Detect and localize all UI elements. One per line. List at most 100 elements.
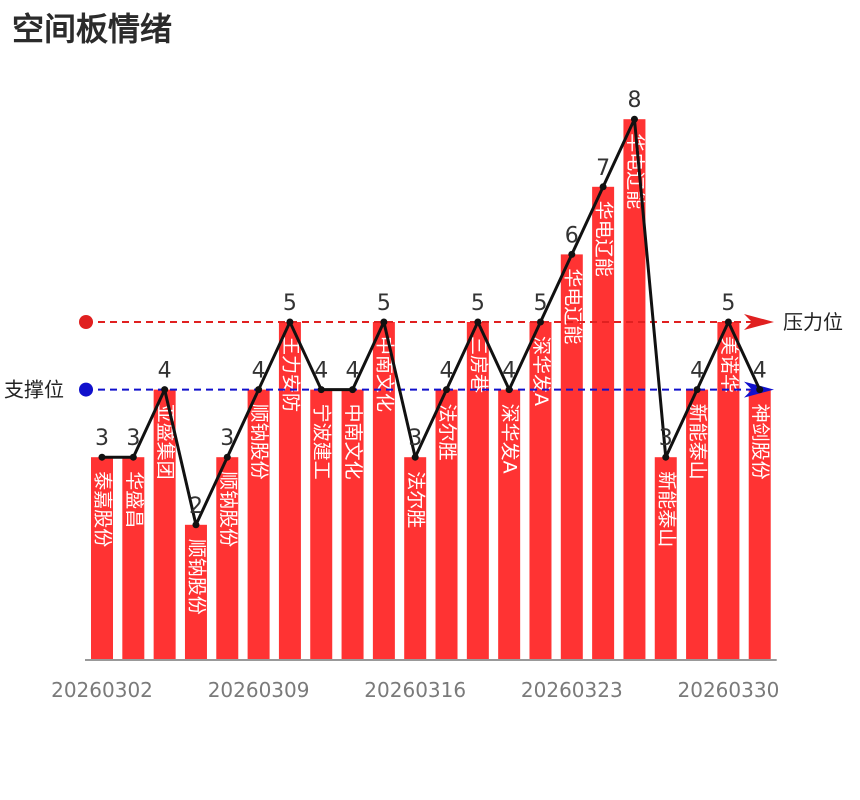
bar: [153, 389, 176, 660]
bar-name-label: 新能泰山: [687, 404, 709, 480]
value-point: [255, 386, 263, 394]
value-label: 3: [408, 426, 422, 451]
value-label: 3: [659, 426, 673, 451]
x-tick-label: 20260330: [678, 678, 780, 702]
bar-name-label: 华电辽能: [593, 201, 615, 277]
bar: [404, 457, 427, 660]
bar: [623, 119, 646, 660]
bar: [466, 322, 489, 660]
value-label: 3: [95, 426, 109, 451]
value-point: [443, 386, 451, 394]
value-label: 4: [690, 359, 704, 384]
value-point: [129, 453, 137, 461]
value-label: 3: [126, 426, 140, 451]
bar-name-label: 顺钠股份: [217, 471, 239, 547]
bar-name-label: 神剑股份: [749, 404, 771, 480]
value-point: [693, 386, 701, 394]
x-tick-label: 20260316: [364, 678, 466, 702]
bar: [435, 389, 458, 660]
bar: [122, 457, 145, 660]
value-label: 6: [565, 223, 579, 248]
x-tick-label: 20260309: [208, 678, 310, 702]
value-label: 2: [189, 494, 203, 519]
value-point: [756, 386, 764, 394]
value-label: 4: [252, 359, 266, 384]
value-point: [286, 318, 294, 326]
value-point: [724, 318, 732, 326]
value-point: [568, 250, 576, 258]
value-label: 5: [533, 291, 547, 316]
bar-name-label: 顺钠股份: [248, 404, 270, 480]
bar: [560, 254, 583, 660]
value-point: [505, 386, 513, 394]
bar: [529, 322, 552, 660]
bar-name-label: 亚盛集团: [154, 404, 176, 480]
bar-name-label: 深华发A: [499, 404, 521, 474]
reference-line-dot: [79, 382, 93, 397]
value-label: 5: [471, 291, 485, 316]
x-tick-labels-layer: 20260302 20260309 20260316 20260323 20260330: [51, 678, 779, 702]
value-point: [161, 386, 169, 394]
bar: [91, 457, 113, 660]
value-label: 4: [502, 359, 516, 384]
value-label: 3: [220, 426, 234, 451]
value-label: 5: [283, 291, 297, 316]
value-point: [474, 318, 482, 326]
bar: [278, 322, 301, 660]
value-point: [536, 318, 544, 326]
bar-name-label: 泰嘉股份: [92, 471, 114, 547]
value-point: [599, 183, 607, 191]
bar: [247, 389, 270, 660]
bar: [341, 389, 364, 660]
bar: [717, 322, 740, 660]
value-line: [102, 117, 762, 527]
value-label: 4: [314, 359, 328, 384]
x-tick-label: 20260302: [51, 678, 153, 702]
bar-name-label: 法尔胜: [405, 471, 427, 528]
value-label: 7: [596, 156, 610, 181]
value-point: [98, 453, 106, 461]
bar-name-label: 美诺华: [718, 336, 740, 393]
bar-name-label: 新能泰山: [655, 471, 677, 547]
bar-name-label: 深华发A: [530, 336, 552, 406]
bar-name-label: 顺钠股份: [185, 539, 207, 615]
reference-line-arrow: [744, 314, 774, 330]
bar-name-label: 中南文化: [342, 404, 364, 480]
bar: [592, 186, 615, 661]
value-label: 8: [627, 88, 641, 113]
value-point: [192, 521, 200, 529]
support-level-label: 支撑位: [4, 378, 64, 402]
bar: [310, 389, 333, 660]
x-tick-label: 20260323: [521, 678, 623, 702]
value-point: [380, 318, 388, 326]
bar-name-label: 华电辽能: [561, 268, 583, 344]
pressure-level-label: 压力位: [783, 310, 843, 334]
value-label: 4: [440, 359, 454, 384]
bar: [216, 457, 239, 660]
value-label: 4: [346, 359, 360, 384]
reference-line-dot: [79, 315, 93, 329]
value-point: [317, 386, 325, 394]
value-label: 5: [721, 291, 735, 316]
bar-name-label: 华盛昌: [123, 471, 145, 528]
value-point: [411, 453, 419, 461]
chart-title: 空间板情绪: [12, 10, 173, 48]
bar: [686, 389, 709, 660]
value-point: [662, 453, 670, 461]
bar: [748, 389, 771, 660]
bar-name-label: 王力安防: [279, 336, 301, 412]
value-label: 4: [753, 359, 767, 384]
bar: [372, 322, 395, 660]
value-point: [630, 115, 638, 123]
bar-name-label: 宁波建工: [311, 404, 333, 480]
bar: [654, 457, 677, 660]
value-line-layer: [98, 115, 764, 529]
value-point: [349, 386, 357, 394]
value-point: [223, 453, 231, 461]
bar: [498, 389, 521, 660]
value-label: 5: [377, 291, 391, 316]
